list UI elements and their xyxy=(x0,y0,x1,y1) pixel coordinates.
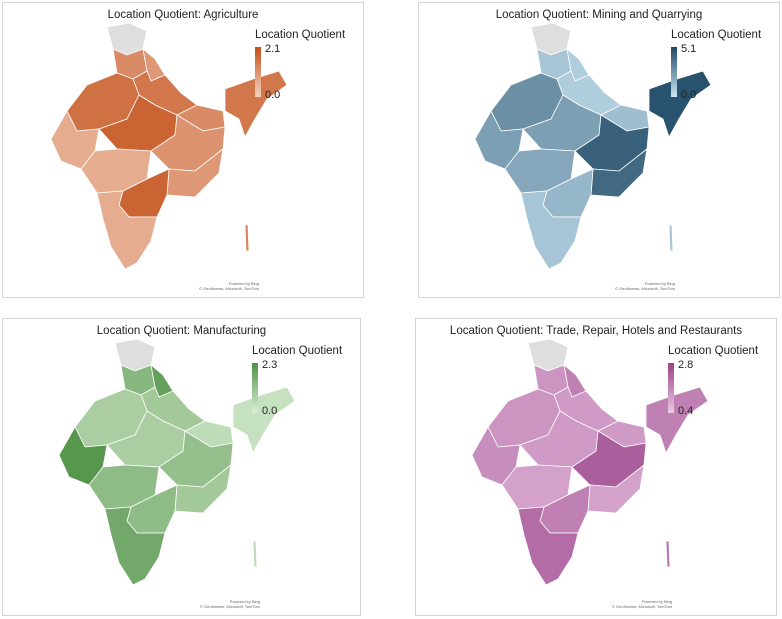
legend-title: Location Quotient xyxy=(671,29,762,41)
region-gujarat[interactable] xyxy=(474,110,524,170)
region-south[interactable] xyxy=(96,190,158,270)
legend-title: Location Quotient xyxy=(252,345,343,357)
map-panel-agriculture: Location Quotient: Agriculture Location … xyxy=(2,2,364,298)
india-regions xyxy=(58,338,296,586)
legend-max-value: 5.1 xyxy=(681,43,697,55)
map-credit: Powered by Bing © GeoNames, Microsoft, T… xyxy=(200,599,260,609)
map-title: Location Quotient: Manufacturing xyxy=(96,325,267,337)
map-title: Location Quotient: Trade, Repair, Hotels… xyxy=(449,325,743,337)
map-credit: Powered by Bing © GeoNames, Microsoft, T… xyxy=(199,281,259,291)
region-islands[interactable] xyxy=(244,224,250,252)
region-south[interactable] xyxy=(517,506,579,586)
legend-gradient-bar xyxy=(255,47,261,97)
map-credit: Powered by Bing © GeoNames, Microsoft, T… xyxy=(612,599,672,609)
map-panel-trade-hotels: Location Quotient: Trade, Repair, Hotels… xyxy=(415,318,777,616)
legend-min-value: 0.0 xyxy=(262,405,278,417)
legend-min-value: 0.0 xyxy=(681,89,697,101)
legend-gradient-bar xyxy=(668,363,674,413)
region-south[interactable] xyxy=(104,506,166,586)
map-title: Location Quotient: Mining and Quarrying xyxy=(495,9,703,21)
legend-max-value: 2.1 xyxy=(265,43,281,55)
color-legend: Location Quotient 2.8 0.4 xyxy=(668,343,764,423)
region-ne[interactable] xyxy=(232,386,296,454)
map-credit: Powered by Bing © GeoNames, Microsoft, T… xyxy=(615,281,675,291)
region-ne[interactable] xyxy=(645,386,709,454)
india-regions xyxy=(474,22,712,270)
region-south[interactable] xyxy=(520,190,582,270)
region-gujarat[interactable] xyxy=(471,426,521,486)
region-islands[interactable] xyxy=(665,540,671,568)
region-gujarat[interactable] xyxy=(50,110,100,170)
legend-min-value: 0.0 xyxy=(265,89,281,101)
legend-max-value: 2.3 xyxy=(262,359,278,371)
color-legend: Location Quotient 2.3 0.0 xyxy=(252,343,348,423)
map-panel-manufacturing: Location Quotient: Manufacturing Locatio… xyxy=(2,318,361,616)
map-title: Location Quotient: Agriculture xyxy=(107,9,259,21)
legend-gradient-bar xyxy=(671,47,677,97)
india-regions xyxy=(471,338,709,586)
legend-title: Location Quotient xyxy=(255,29,346,41)
region-gujarat[interactable] xyxy=(58,426,108,486)
india-regions xyxy=(50,22,288,270)
legend-gradient-bar xyxy=(252,363,258,413)
region-ne[interactable] xyxy=(648,70,712,138)
india-choropleth-map[interactable] xyxy=(419,3,780,298)
map-panel-mining: Location Quotient: Mining and Quarrying … xyxy=(418,2,780,298)
region-islands[interactable] xyxy=(252,540,258,568)
legend-title: Location Quotient xyxy=(668,345,759,357)
india-choropleth-map[interactable] xyxy=(3,3,364,298)
region-islands[interactable] xyxy=(668,224,674,252)
legend-max-value: 2.8 xyxy=(678,359,694,371)
legend-min-value: 0.4 xyxy=(678,405,694,417)
color-legend: Location Quotient 2.1 0.0 xyxy=(255,27,351,107)
india-choropleth-map[interactable] xyxy=(3,319,361,616)
color-legend: Location Quotient 5.1 0.0 xyxy=(671,27,767,107)
india-choropleth-map[interactable] xyxy=(416,319,777,616)
region-ne[interactable] xyxy=(224,70,288,138)
